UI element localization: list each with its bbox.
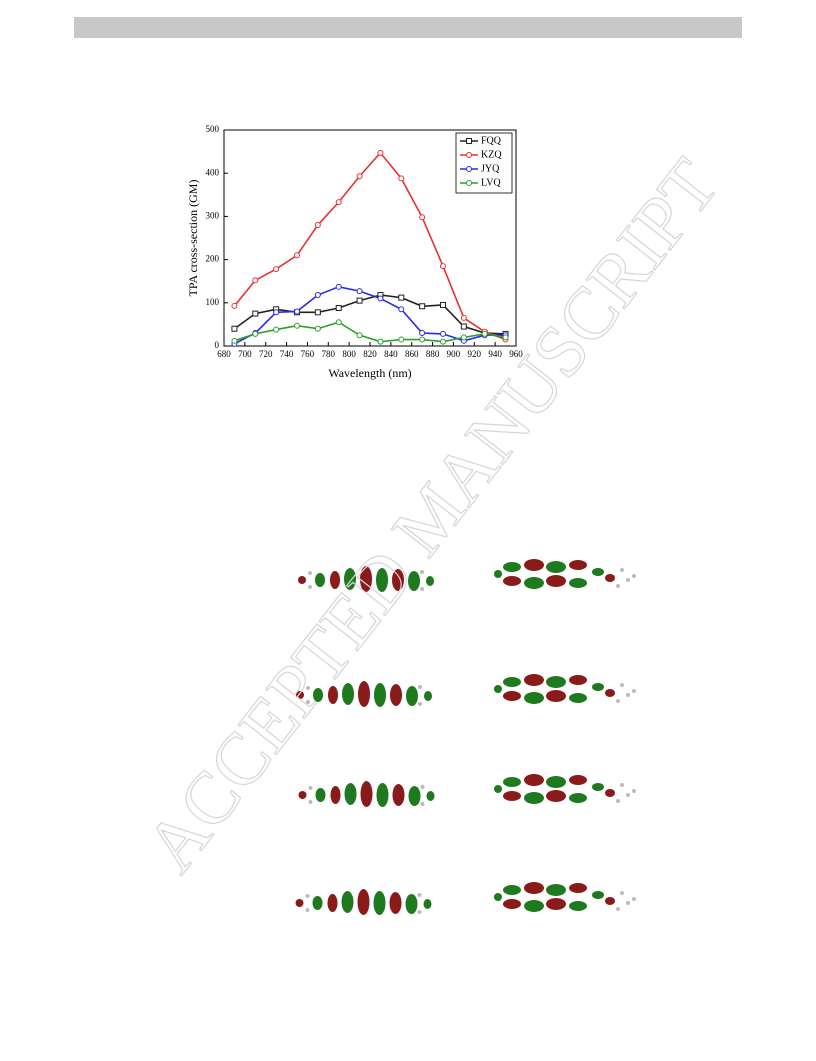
- marker: [466, 138, 472, 144]
- marker: [398, 336, 405, 343]
- marker: [398, 175, 405, 182]
- marker: [252, 330, 259, 337]
- marker: [377, 149, 384, 156]
- series-line: [233, 294, 506, 335]
- y-tick-label: 100: [206, 297, 220, 307]
- x-tick-label: 920: [468, 349, 482, 359]
- orbital-image: [494, 674, 636, 704]
- x-tick-label: 860: [405, 349, 419, 359]
- marker: [314, 309, 321, 316]
- marker: [314, 325, 321, 332]
- marker: [502, 334, 509, 341]
- x-tick-label: 680: [217, 349, 231, 359]
- marker: [377, 338, 384, 345]
- marker: [231, 337, 238, 344]
- orbital-image: [494, 774, 636, 804]
- legend-label: FQQ: [481, 135, 502, 146]
- marker: [314, 292, 321, 299]
- marker: [440, 301, 446, 308]
- x-tick-label: 700: [238, 349, 252, 359]
- marker: [294, 252, 300, 259]
- marker: [481, 330, 488, 337]
- marker: [294, 322, 300, 329]
- marker: [294, 308, 300, 315]
- marker: [466, 166, 472, 172]
- marker: [466, 152, 472, 158]
- x-tick-label: 840: [384, 349, 398, 359]
- x-tick-label: 880: [426, 349, 440, 359]
- chart: 680 700 720 740 760 780 800 820 840 860 880 900 920 9…: [186, 124, 524, 380]
- series-line: [234, 321, 506, 343]
- x-tick-label: 760: [301, 349, 315, 359]
- marker: [356, 173, 363, 180]
- marker: [273, 309, 280, 316]
- x-tick-label: 820: [363, 349, 377, 359]
- marker: [273, 326, 280, 333]
- x-tick-label: 740: [280, 349, 294, 359]
- watermark: ACCEPTED MANUSCRIPT: [130, 145, 735, 887]
- series-line: [233, 151, 506, 341]
- x-tick-label: 780: [322, 349, 336, 359]
- orbital-image: [494, 882, 636, 912]
- y-tick-label: 0: [215, 340, 220, 350]
- orbital-image: [494, 559, 636, 589]
- marker: [335, 199, 342, 206]
- header-bar: [74, 17, 742, 38]
- x-tick-label: 800: [342, 349, 356, 359]
- marker: [440, 263, 446, 270]
- marker: [419, 336, 426, 343]
- x-tick-label: 720: [259, 349, 273, 359]
- marker: [440, 330, 446, 337]
- marker: [273, 266, 280, 273]
- marker: [231, 325, 238, 332]
- marker: [356, 297, 363, 304]
- marker: [335, 304, 342, 311]
- orbital-image: [295, 889, 432, 915]
- marker: [356, 332, 363, 339]
- marker: [419, 214, 426, 221]
- marker: [460, 314, 467, 321]
- marker: [419, 330, 426, 337]
- marker: [440, 338, 446, 345]
- marker: [335, 319, 342, 326]
- series-line: [234, 285, 506, 345]
- y-tick-label: 400: [206, 167, 220, 177]
- legend-label: KZQ: [481, 149, 502, 160]
- marker: [356, 288, 363, 295]
- legend-label: JYQ: [481, 163, 500, 174]
- marker: [252, 277, 259, 284]
- y-axis-label: TPA cross-section (GM): [186, 180, 200, 297]
- marker: [377, 295, 384, 302]
- x-axis-label: Wavelength (nm): [328, 366, 411, 380]
- y-tick-label: 300: [206, 210, 220, 220]
- orbital-image: [298, 781, 435, 807]
- marker: [419, 303, 426, 310]
- y-tick-label: 200: [206, 254, 220, 264]
- marker: [460, 323, 467, 330]
- marker: [466, 180, 472, 186]
- marker: [398, 306, 405, 313]
- x-tick-label: 900: [447, 349, 461, 359]
- legend-label: LVQ: [481, 177, 501, 188]
- x-tick-label: 940: [488, 349, 502, 359]
- x-tick-label: 960: [509, 349, 523, 359]
- marker: [252, 310, 259, 317]
- marker: [460, 334, 467, 341]
- marker: [398, 294, 405, 301]
- marker: [335, 283, 342, 290]
- y-tick-label: 500: [206, 124, 220, 134]
- marker: [314, 222, 321, 229]
- marker: [231, 302, 238, 309]
